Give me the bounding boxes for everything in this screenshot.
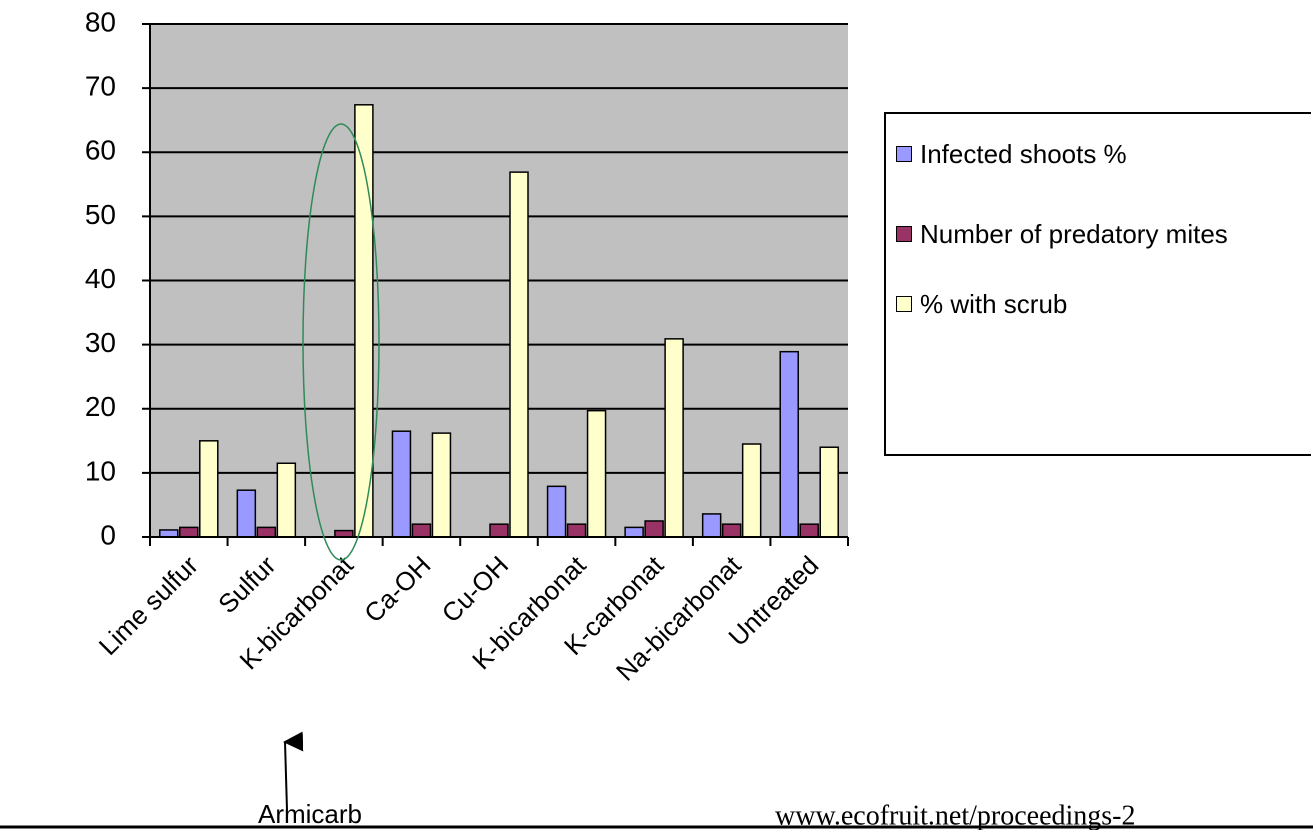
bar bbox=[819, 446, 839, 538]
legend-label: Number of predatory mites bbox=[920, 219, 1228, 249]
y-tick-label: 30 bbox=[85, 327, 116, 358]
y-tick-label: 10 bbox=[85, 455, 116, 486]
bar bbox=[489, 523, 509, 538]
bar bbox=[546, 485, 567, 538]
legend-swatch bbox=[896, 226, 912, 242]
annotation: Armicarb bbox=[258, 799, 362, 829]
y-tick-label: 70 bbox=[85, 71, 116, 102]
bar bbox=[199, 440, 219, 538]
y-tick-label: 80 bbox=[85, 6, 116, 37]
x-tick-label: Cu-OH bbox=[436, 550, 514, 628]
bar bbox=[256, 526, 277, 538]
legend-label: Infected shoots % bbox=[920, 139, 1127, 169]
bar bbox=[701, 513, 722, 538]
bar bbox=[179, 526, 199, 538]
bar bbox=[236, 489, 257, 538]
legend-item: % with scrub bbox=[896, 286, 1313, 322]
bar bbox=[799, 523, 819, 538]
bar bbox=[741, 443, 762, 538]
bar bbox=[586, 409, 607, 538]
bar bbox=[664, 338, 684, 538]
arrow bbox=[283, 731, 304, 811]
source: www.ecofruit.net/proceedings-2 bbox=[775, 800, 1136, 830]
legend-swatch bbox=[896, 146, 912, 162]
bar bbox=[721, 523, 742, 538]
legend: Infected shoots % Number of predatory mit… bbox=[884, 112, 1311, 456]
x-tick-label: Ca-OH bbox=[358, 550, 436, 628]
y-tick-label: 20 bbox=[85, 391, 116, 422]
legend-item: Infected shoots % bbox=[896, 136, 1313, 172]
y-tick-label: 40 bbox=[85, 263, 116, 294]
y-tick-label: 60 bbox=[85, 135, 116, 166]
y-tick-label: 0 bbox=[100, 519, 116, 550]
bar bbox=[159, 529, 179, 538]
bar bbox=[276, 462, 297, 538]
bar bbox=[431, 432, 452, 538]
legend-swatch bbox=[896, 296, 912, 312]
highlight bbox=[302, 123, 380, 561]
y-tick-label: 50 bbox=[85, 199, 116, 230]
bar bbox=[411, 523, 432, 538]
bar bbox=[779, 350, 799, 538]
x-tick-label: Lime sulfur bbox=[93, 550, 204, 661]
bar bbox=[624, 526, 644, 538]
bar bbox=[391, 430, 412, 538]
bar bbox=[509, 171, 529, 538]
legend-item: Number of predatory mites bbox=[896, 216, 1313, 252]
x-tick-label: Sulfur bbox=[212, 550, 281, 619]
bar bbox=[566, 523, 587, 538]
bar bbox=[644, 520, 664, 538]
legend-label: % with scrub bbox=[920, 289, 1068, 319]
